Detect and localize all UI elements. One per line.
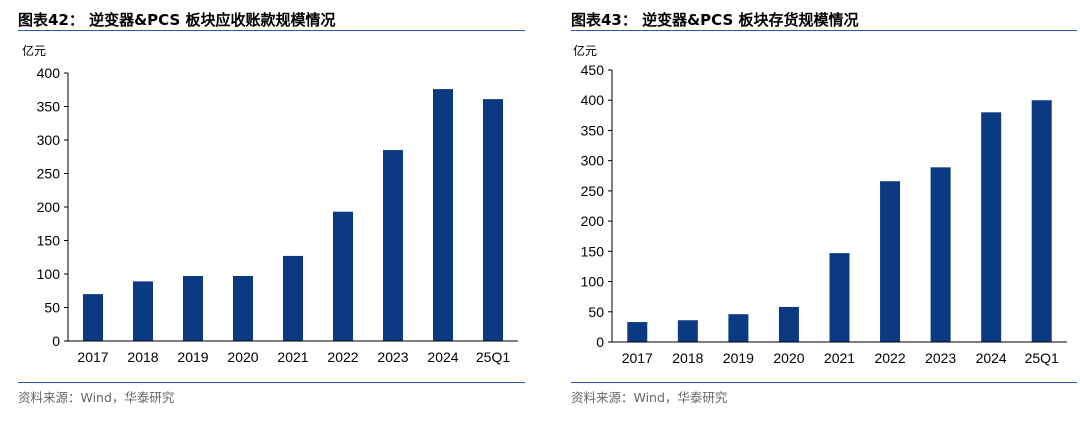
x-tick-label: 25Q1 [1025, 350, 1059, 366]
bar-2020 [233, 276, 253, 341]
y-tick-label: 150 [581, 243, 605, 259]
x-tick-label: 2019 [723, 350, 754, 366]
x-tick-label: 2021 [277, 349, 308, 365]
x-tick-label: 2017 [77, 349, 108, 365]
x-tick-label: 2018 [672, 350, 703, 366]
y-tick-label: 100 [581, 274, 605, 290]
x-tick-label: 25Q1 [476, 349, 510, 365]
y-tick-label: 200 [581, 213, 605, 229]
bar-2021 [829, 253, 850, 342]
x-tick-label: 2017 [622, 350, 653, 366]
bar-2024 [981, 112, 1002, 342]
receivables-bar-chart: 亿元 0 50 100 150 200 250 300 350 400 2017 2018 2019 20… [22, 43, 518, 365]
y-tick-label: 300 [37, 132, 61, 148]
y-tick-label: 250 [37, 166, 61, 182]
x-tick-label: 2023 [377, 349, 408, 365]
bar-2020 [778, 306, 799, 342]
bar-25Q1 [483, 99, 503, 341]
bar-2024 [433, 89, 453, 341]
x-tick-label: 2019 [177, 349, 208, 365]
x-tick-label: 2021 [824, 350, 855, 366]
source-note: 资料来源：Wind，华泰研究 [571, 390, 728, 405]
bar-2019 [183, 276, 203, 341]
bar-2019 [728, 314, 749, 342]
x-tick-label: 2024 [976, 350, 1007, 366]
y-tick-label: 450 [581, 62, 605, 78]
title-divider [18, 30, 525, 31]
y-tick-label: 300 [581, 153, 605, 169]
y-tick-label: 50 [44, 300, 60, 316]
chart-panel-inventory: 图表43： 逆变器&PCS 板块存货规模情况 亿元 0 50 100 150 200 250… [553, 0, 1080, 421]
y-axis-unit-label: 亿元 [22, 43, 46, 58]
chart-title: 图表43： 逆变器&PCS 板块存货规模情况 [571, 11, 859, 29]
y-tick-label: 400 [581, 92, 605, 108]
y-tick-label: 350 [37, 99, 61, 115]
source-note: 资料来源：Wind，华泰研究 [18, 390, 175, 405]
x-tick-label: 2022 [327, 349, 358, 365]
x-tick-label: 2022 [874, 350, 905, 366]
bar-2023 [930, 167, 951, 342]
bar-2021 [283, 255, 303, 341]
y-tick-label: 150 [37, 233, 61, 249]
bar-2018 [133, 281, 153, 341]
y-tick-label: 250 [581, 183, 605, 199]
y-tick-label: 100 [37, 266, 61, 282]
x-tick-label: 2020 [227, 349, 258, 365]
footer-divider [18, 382, 525, 383]
x-tick-label: 2018 [127, 349, 158, 365]
inventory-bar-chart: 亿元 0 50 100 150 200 250 300 350 400 450 2017 2018 201… [573, 43, 1067, 366]
x-tick-label: 2020 [773, 350, 804, 366]
x-tick-label: 2024 [427, 349, 458, 365]
y-tick-label: 200 [37, 199, 61, 215]
bar-2023 [383, 150, 403, 341]
bar-2022 [880, 181, 901, 342]
y-tick-label: 0 [52, 333, 60, 349]
bar-2018 [677, 320, 698, 342]
chart-panel-receivables: 图表42： 逆变器&PCS 板块应收账款规模情况 亿元 0 50 100 150 200 2… [0, 0, 528, 421]
bar-2022 [333, 211, 353, 341]
x-tick-label: 2023 [925, 350, 956, 366]
bar-2017 [627, 322, 648, 342]
y-tick-label: 0 [596, 334, 604, 350]
chart-title: 图表42： 逆变器&PCS 板块应收账款规模情况 [18, 11, 336, 29]
y-tick-label: 350 [581, 122, 605, 138]
bar-25Q1 [1031, 100, 1052, 342]
title-divider [571, 30, 1077, 31]
y-axis-unit-label: 亿元 [573, 43, 597, 58]
bar-2017 [83, 294, 103, 341]
y-tick-label: 50 [588, 304, 604, 320]
footer-divider [571, 382, 1077, 383]
y-tick-label: 400 [37, 65, 61, 81]
